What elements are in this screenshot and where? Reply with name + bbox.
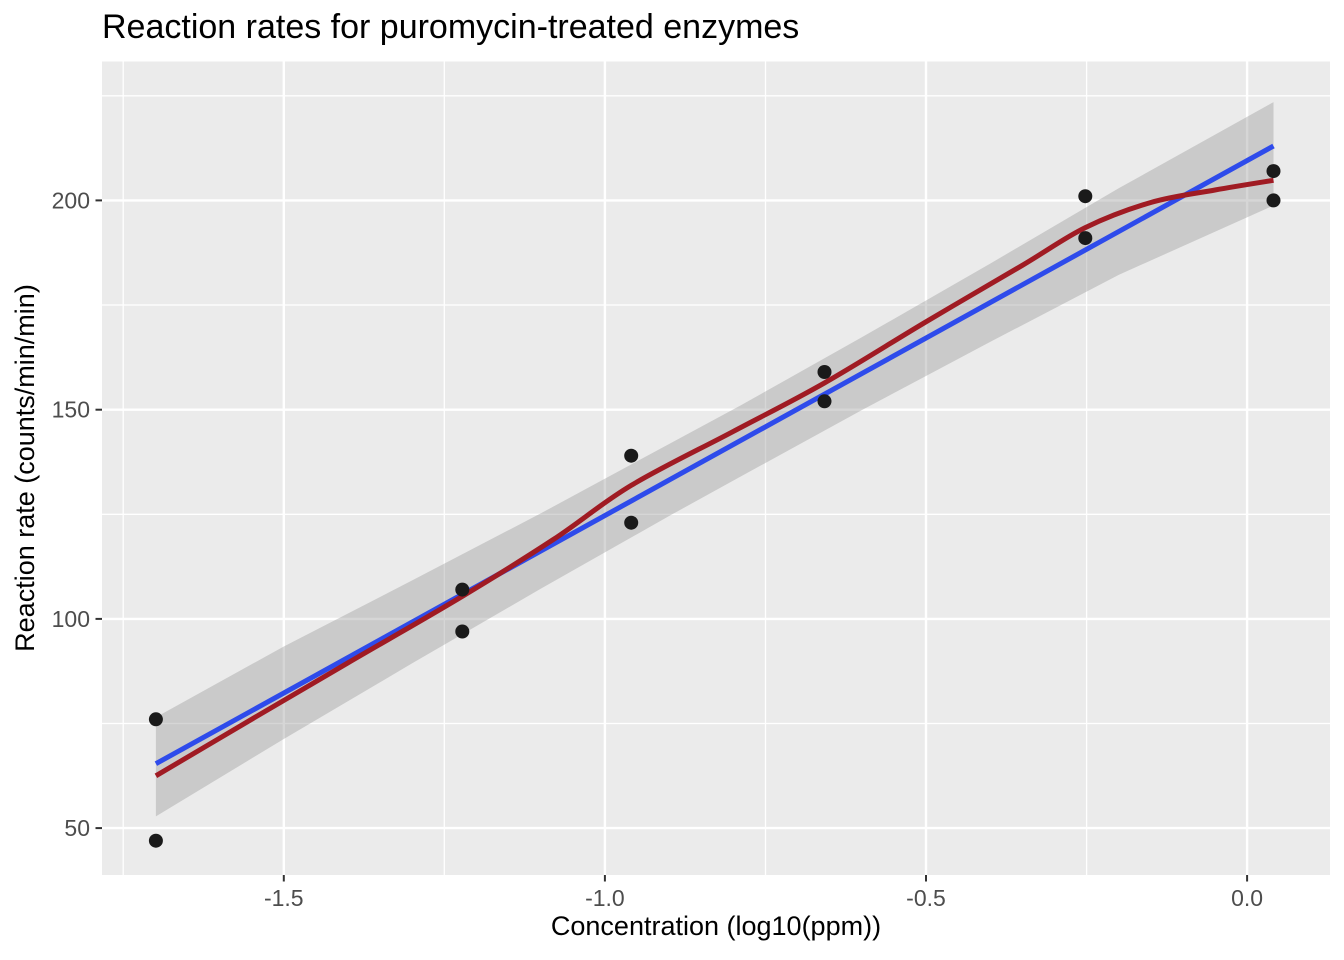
data-point xyxy=(1078,231,1093,246)
loess-curve xyxy=(154,177,1274,778)
y-axis-title: Reaction rate (counts/min/min) xyxy=(10,284,40,652)
data-point xyxy=(624,448,639,463)
data-point xyxy=(817,365,832,379)
data-point xyxy=(148,712,163,727)
y-tick-label: 150 xyxy=(52,397,90,423)
y-tick-label: 200 xyxy=(52,187,90,213)
linear-fit-line xyxy=(154,143,1275,766)
panel-background xyxy=(102,61,1330,875)
data-point xyxy=(624,515,639,530)
y-tick-label: 50 xyxy=(64,815,90,841)
x-axis-title: Concentration (log10(ppm)) xyxy=(550,911,882,941)
data-point xyxy=(455,624,470,639)
data-point xyxy=(817,394,832,409)
x-tick-label: -0.5 xyxy=(906,885,946,911)
data-point xyxy=(455,582,470,597)
x-tick-label: 0.0 xyxy=(1231,885,1263,911)
x-tick-label: -1.5 xyxy=(264,885,304,911)
data-point xyxy=(1266,164,1281,179)
data-point xyxy=(148,833,163,848)
y-tick-label: 100 xyxy=(52,606,90,632)
data-point xyxy=(1266,193,1281,208)
x-tick-label: -1.0 xyxy=(585,885,625,911)
data-point xyxy=(1078,189,1093,204)
plot-title: Reaction rates for puromycin-treated enz… xyxy=(102,8,800,46)
